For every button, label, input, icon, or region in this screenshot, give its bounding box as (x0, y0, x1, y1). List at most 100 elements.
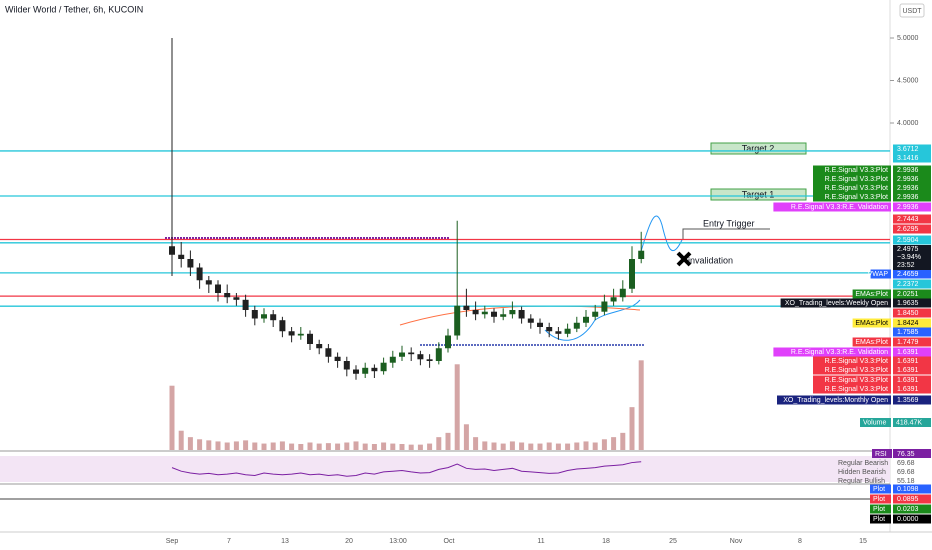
volume-bar (528, 443, 534, 450)
price-tag (893, 298, 931, 308)
target-box (710, 188, 807, 201)
volume-bar (445, 432, 451, 450)
tag-label-box (813, 356, 891, 366)
price-tag-value: 2.9936 (897, 194, 919, 201)
macd-value-box (893, 494, 931, 504)
price-tag-value: 2.9936 (897, 176, 919, 183)
tag-label: XO_Trading_levels:Monthly Open (783, 397, 888, 404)
rsi-legend-value: 55.18 (897, 478, 915, 485)
ema-curve (399, 305, 641, 326)
candle-body (288, 331, 295, 336)
x-tick-label: 11 (537, 538, 544, 545)
price-tag (893, 165, 931, 175)
volume-bar (629, 407, 635, 450)
price-tag-value: 2.6295 (897, 226, 919, 233)
rsi-legend-name: Regular Bullish (838, 478, 885, 485)
price-tag (893, 269, 931, 279)
price-tag (893, 279, 931, 289)
price-tag (893, 375, 931, 385)
volume-bar (611, 437, 617, 450)
macd-tag (870, 494, 891, 504)
tag-label: R.E.Signal V3.3:Plot (825, 185, 888, 192)
volume-value-box (893, 418, 931, 427)
price-tag (893, 308, 931, 318)
tag-label-box (813, 365, 891, 375)
candle-body (224, 293, 231, 298)
candle-body (518, 310, 525, 319)
candle-body (537, 322, 543, 328)
candle-body (242, 299, 249, 311)
last-price-tag (893, 245, 931, 270)
price-tag (893, 347, 931, 357)
price-tag-value: 2.2372 (897, 281, 919, 288)
volume-bar (574, 442, 580, 450)
volume-bar (215, 441, 221, 450)
y-tick-label: 5.0000 (897, 35, 919, 42)
chart-title: Wilder World / Tether, 6h, KUCOIN (5, 4, 143, 14)
y-tick-label: 4.5000 (897, 77, 919, 84)
price-tag (893, 356, 931, 366)
candle-body (380, 362, 387, 372)
volume-bar (436, 437, 442, 450)
price-tag-value: 1.9635 (897, 300, 919, 307)
macd-tag (870, 514, 891, 524)
candle-body (297, 333, 304, 336)
price-tag (893, 289, 931, 299)
price-tag (893, 327, 931, 337)
tag-label: EMAs:Plot (855, 339, 888, 346)
target-box (710, 142, 807, 155)
macd-value: 0.0895 (897, 496, 919, 503)
y-tick-label: 4.0000 (897, 120, 919, 127)
tag-label-box (813, 192, 891, 202)
rsi-value-box (893, 449, 931, 458)
volume-bar (233, 441, 239, 450)
volume-bar (519, 442, 525, 450)
volume-bar (353, 441, 359, 450)
x-tick-label: Sep (166, 538, 179, 545)
target-label: Target 2 (742, 143, 775, 153)
price-tag (893, 144, 931, 154)
volume-bar (390, 443, 396, 450)
invalidation-label: invalidation (688, 255, 733, 265)
tag-label-box (780, 298, 891, 308)
volume-bar (592, 442, 598, 450)
entry-pointer (682, 228, 770, 240)
price-tag-value: 1.6391 (897, 349, 919, 356)
rsi-value: 76.35 (897, 451, 915, 458)
candle-body (435, 348, 442, 362)
volume-tag-name: Volume (863, 419, 886, 426)
volume-bar (620, 432, 626, 450)
volume-bar (565, 443, 571, 450)
candle-body (509, 310, 516, 315)
candle-body (619, 288, 626, 298)
candle-body (555, 331, 562, 334)
volume-bar (473, 437, 479, 450)
macd-value: 0.0203 (897, 506, 919, 513)
price-tag-value: 3.1416 (897, 155, 919, 162)
candle-body (629, 259, 635, 289)
tag-label: R.E.Signal V3.3:Plot (825, 358, 888, 365)
price-tag (893, 365, 931, 375)
volume-value: 418.47K (896, 419, 922, 426)
candle-body (481, 311, 488, 315)
volume-bar (491, 442, 497, 450)
price-tag-value: 2.7443 (897, 216, 919, 223)
currency: USDT (902, 8, 922, 15)
rsi-legend-value: 69.68 (897, 460, 915, 467)
volume-bar (417, 444, 423, 450)
candle-body (610, 297, 617, 302)
rsi-tag-name: RSI (875, 451, 887, 458)
price-tag-value: 2.9936 (897, 167, 919, 174)
candle-body (270, 314, 277, 321)
tag-label-box (813, 165, 891, 175)
x-tick-label: 15 (859, 538, 867, 545)
price-tag (893, 235, 931, 245)
volume-bar (371, 444, 377, 450)
x-tick-label: 13:00 (389, 538, 407, 545)
volume-bar (279, 441, 285, 450)
macd-tag-name: Plot (873, 496, 885, 503)
candle-body (251, 310, 258, 319)
candle-body (527, 318, 534, 323)
tag-label-box (870, 269, 891, 279)
macd-tag-name: Plot (873, 486, 885, 493)
